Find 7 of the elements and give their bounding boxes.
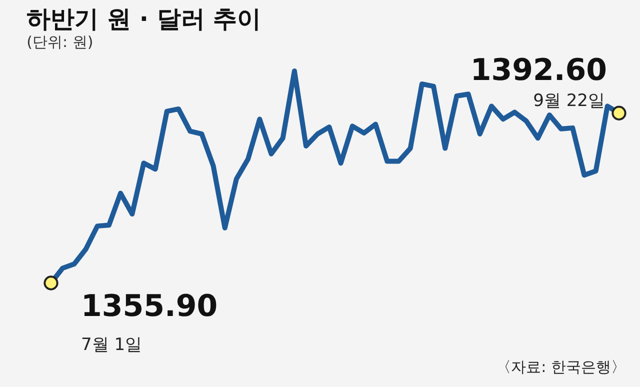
annotation: 9월 22일 <box>533 91 605 112</box>
text: 〈자료: 한국은행〉 <box>496 358 626 377</box>
data-label: 1355.90 <box>81 289 218 324</box>
data-label: 1392.60 <box>470 53 607 88</box>
text: 7월 1일 <box>81 335 142 355</box>
chart-subtitle: (단위: 원) <box>26 33 94 52</box>
chart-title: 하반기 원 · 달러 추이 <box>26 5 262 34</box>
